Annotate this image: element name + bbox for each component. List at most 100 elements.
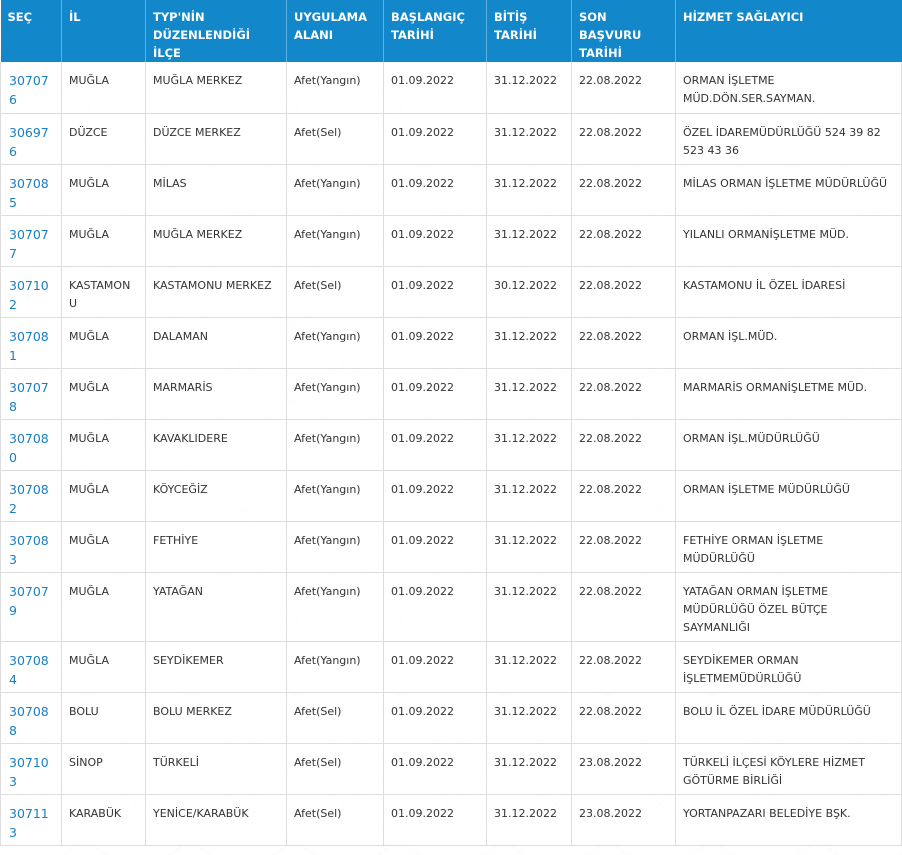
select-link[interactable]: 307082: [9, 481, 49, 516]
son-basvuru-tarihi-cell: 22.08.2022: [571, 368, 676, 420]
il-cell: KASTAMONU: [61, 266, 146, 318]
son-basvuru-tarihi-cell: 22.08.2022: [571, 113, 676, 165]
hizmet-saglayici-cell: MİLAS ORMAN İŞLETME MÜDÜRLÜĞÜ: [675, 164, 902, 216]
bitis-tarihi-cell: 31.12.2022: [486, 317, 572, 369]
table-row: 306976 DÜZCE DÜZCE MERKEZ Afet(Sel) 01.09.20…: [0, 113, 902, 165]
select-link[interactable]: 307079: [9, 583, 49, 618]
table-row: 307079 MUĞLA YATAĞAN Afet(Yangın) 01.09.2022…: [0, 572, 902, 642]
select-link[interactable]: 307085: [9, 175, 49, 210]
son-basvuru-tarihi-cell: 22.08.2022: [571, 62, 676, 114]
table-row: 307080 MUĞLA KAVAKLIDERE Afet(Yangın) 01.09.…: [0, 419, 902, 471]
select-link[interactable]: 307088: [9, 703, 49, 738]
uygulama-alani-cell: Afet(Yangın): [286, 521, 384, 573]
header-sec[interactable]: SEÇ: [0, 0, 62, 62]
select-link[interactable]: 307076: [9, 73, 49, 107]
baslangic-tarihi-cell: 01.09.2022: [383, 692, 487, 744]
son-basvuru-tarihi-cell: 22.08.2022: [571, 215, 676, 267]
header-ilce[interactable]: TYP'NİN DÜZENLENDİĞİ İLÇE: [145, 0, 287, 62]
il-cell: SİNOP: [61, 743, 146, 795]
uygulama-alani-cell: Afet(Yangın): [286, 419, 384, 471]
uygulama-alani-cell: Afet(Yangın): [286, 641, 384, 693]
hizmet-saglayici-cell: BOLU İL ÖZEL İDARE MÜDÜRLÜĞÜ: [675, 692, 902, 744]
son-basvuru-tarihi-cell: 23.08.2022: [571, 794, 676, 846]
baslangic-tarihi-cell: 01.09.2022: [383, 317, 487, 369]
uygulama-alani-cell: Afet(Yangın): [286, 215, 384, 267]
select-link[interactable]: 307103: [9, 754, 49, 789]
hizmet-saglayici-cell: TÜRKELİ İLÇESİ KÖYLERE HİZMET GÖTÜRME Bİ…: [675, 743, 902, 795]
baslangic-tarihi-cell: 01.09.2022: [383, 641, 487, 693]
table-row: 307113 KARABÜK YENİCE/KARABÜK Afet(Sel) 01.0…: [0, 794, 902, 846]
header-bitis-tarihi[interactable]: BİTİŞ TARİHİ: [486, 0, 572, 62]
table-row: 307081 MUĞLA DALAMAN Afet(Yangın) 01.09.2022…: [0, 317, 902, 369]
select-link[interactable]: 307081: [9, 328, 49, 363]
select-link[interactable]: 307080: [9, 430, 49, 465]
baslangic-tarihi-cell: 01.09.2022: [383, 215, 487, 267]
baslangic-tarihi-cell: 01.09.2022: [383, 62, 487, 114]
bitis-tarihi-cell: 31.12.2022: [486, 641, 572, 693]
il-cell: MUĞLA: [61, 521, 146, 573]
sec-cell: 307102: [0, 266, 62, 318]
header-il[interactable]: İL: [61, 0, 146, 62]
uygulama-alani-cell: Afet(Yangın): [286, 368, 384, 420]
hizmet-saglayici-cell: ORMAN İŞLETME MÜD.DÖN.SER.SAYMAN.: [675, 62, 902, 114]
son-basvuru-tarihi-cell: 22.08.2022: [571, 692, 676, 744]
table-row: 307103 SİNOP TÜRKELİ Afet(Sel) 01.09.2022 31.…: [0, 743, 902, 795]
sec-cell: 307088: [0, 692, 62, 744]
ilce-cell: FETHİYE: [145, 521, 287, 573]
table-body: 307076 MUĞLA MUĞLA MERKEZ Afet(Yangın) 01.09…: [0, 62, 902, 846]
baslangic-tarihi-cell: 01.09.2022: [383, 794, 487, 846]
ilce-cell: KAVAKLIDERE: [145, 419, 287, 471]
select-link[interactable]: 307078: [9, 379, 49, 414]
table-row: 307082 MUĞLA KÖYCEĞİZ Afet(Yangın) 01.09.202…: [0, 470, 902, 522]
select-link[interactable]: 307113: [9, 805, 49, 840]
select-link[interactable]: 306976: [9, 124, 49, 159]
il-cell: KARABÜK: [61, 794, 146, 846]
il-cell: MUĞLA: [61, 62, 146, 114]
uygulama-alani-cell: Afet(Sel): [286, 113, 384, 165]
table-header: SEÇ İL TYP'NİN DÜZENLENDİĞİ İLÇE UYGULAM…: [0, 0, 902, 62]
header-hizmet-saglayici[interactable]: HİZMET SAĞLAYICI: [675, 0, 902, 62]
ilce-cell: MARMARİS: [145, 368, 287, 420]
select-link[interactable]: 307083: [9, 532, 49, 567]
son-basvuru-tarihi-cell: 22.08.2022: [571, 470, 676, 522]
hizmet-saglayici-cell: YATAĞAN ORMAN İŞLETME MÜDÜRLÜĞÜ ÖZEL BÜT…: [675, 572, 902, 642]
ilce-cell: BOLU MERKEZ: [145, 692, 287, 744]
sec-cell: 307077: [0, 215, 62, 267]
sec-cell: 307076: [0, 62, 62, 114]
header-baslangic-tarihi[interactable]: BAŞLANGIÇ TARİHİ: [383, 0, 487, 62]
bitis-tarihi-cell: 31.12.2022: [486, 215, 572, 267]
il-cell: MUĞLA: [61, 317, 146, 369]
bitis-tarihi-cell: 31.12.2022: [486, 521, 572, 573]
select-link[interactable]: 307084: [9, 652, 49, 687]
sec-cell: 307084: [0, 641, 62, 693]
table-row: 307076 MUĞLA MUĞLA MERKEZ Afet(Yangın) 01.09…: [0, 62, 902, 114]
baslangic-tarihi-cell: 01.09.2022: [383, 266, 487, 318]
baslangic-tarihi-cell: 01.09.2022: [383, 743, 487, 795]
sec-cell: 307080: [0, 419, 62, 471]
uygulama-alani-cell: Afet(Yangın): [286, 572, 384, 642]
hizmet-saglayici-cell: YILANLI ORMANİŞLETME MÜD.: [675, 215, 902, 267]
sec-cell: 307081: [0, 317, 62, 369]
table-row: 307078 MUĞLA MARMARİS Afet(Yangın) 01.09.202…: [0, 368, 902, 420]
uygulama-alani-cell: Afet(Yangın): [286, 62, 384, 114]
bitis-tarihi-cell: 31.12.2022: [486, 743, 572, 795]
select-link[interactable]: 307102: [9, 277, 49, 312]
baslangic-tarihi-cell: 01.09.2022: [383, 470, 487, 522]
sec-cell: 306976: [0, 113, 62, 165]
select-link[interactable]: 307077: [9, 226, 49, 261]
bitis-tarihi-cell: 31.12.2022: [486, 419, 572, 471]
baslangic-tarihi-cell: 01.09.2022: [383, 113, 487, 165]
sec-cell: 307078: [0, 368, 62, 420]
sec-cell: 307083: [0, 521, 62, 573]
bitis-tarihi-cell: 31.12.2022: [486, 470, 572, 522]
ilce-cell: YENİCE/KARABÜK: [145, 794, 287, 846]
ilce-cell: DALAMAN: [145, 317, 287, 369]
header-uygulama-alani[interactable]: UYGULAMA ALANI: [286, 0, 384, 62]
son-basvuru-tarihi-cell: 22.08.2022: [571, 572, 676, 642]
ilce-cell: TÜRKELİ: [145, 743, 287, 795]
header-son-basvuru-tarihi[interactable]: SON BAŞVURU TARİHİ: [571, 0, 676, 62]
uygulama-alani-cell: Afet(Sel): [286, 743, 384, 795]
uygulama-alani-cell: Afet(Sel): [286, 692, 384, 744]
